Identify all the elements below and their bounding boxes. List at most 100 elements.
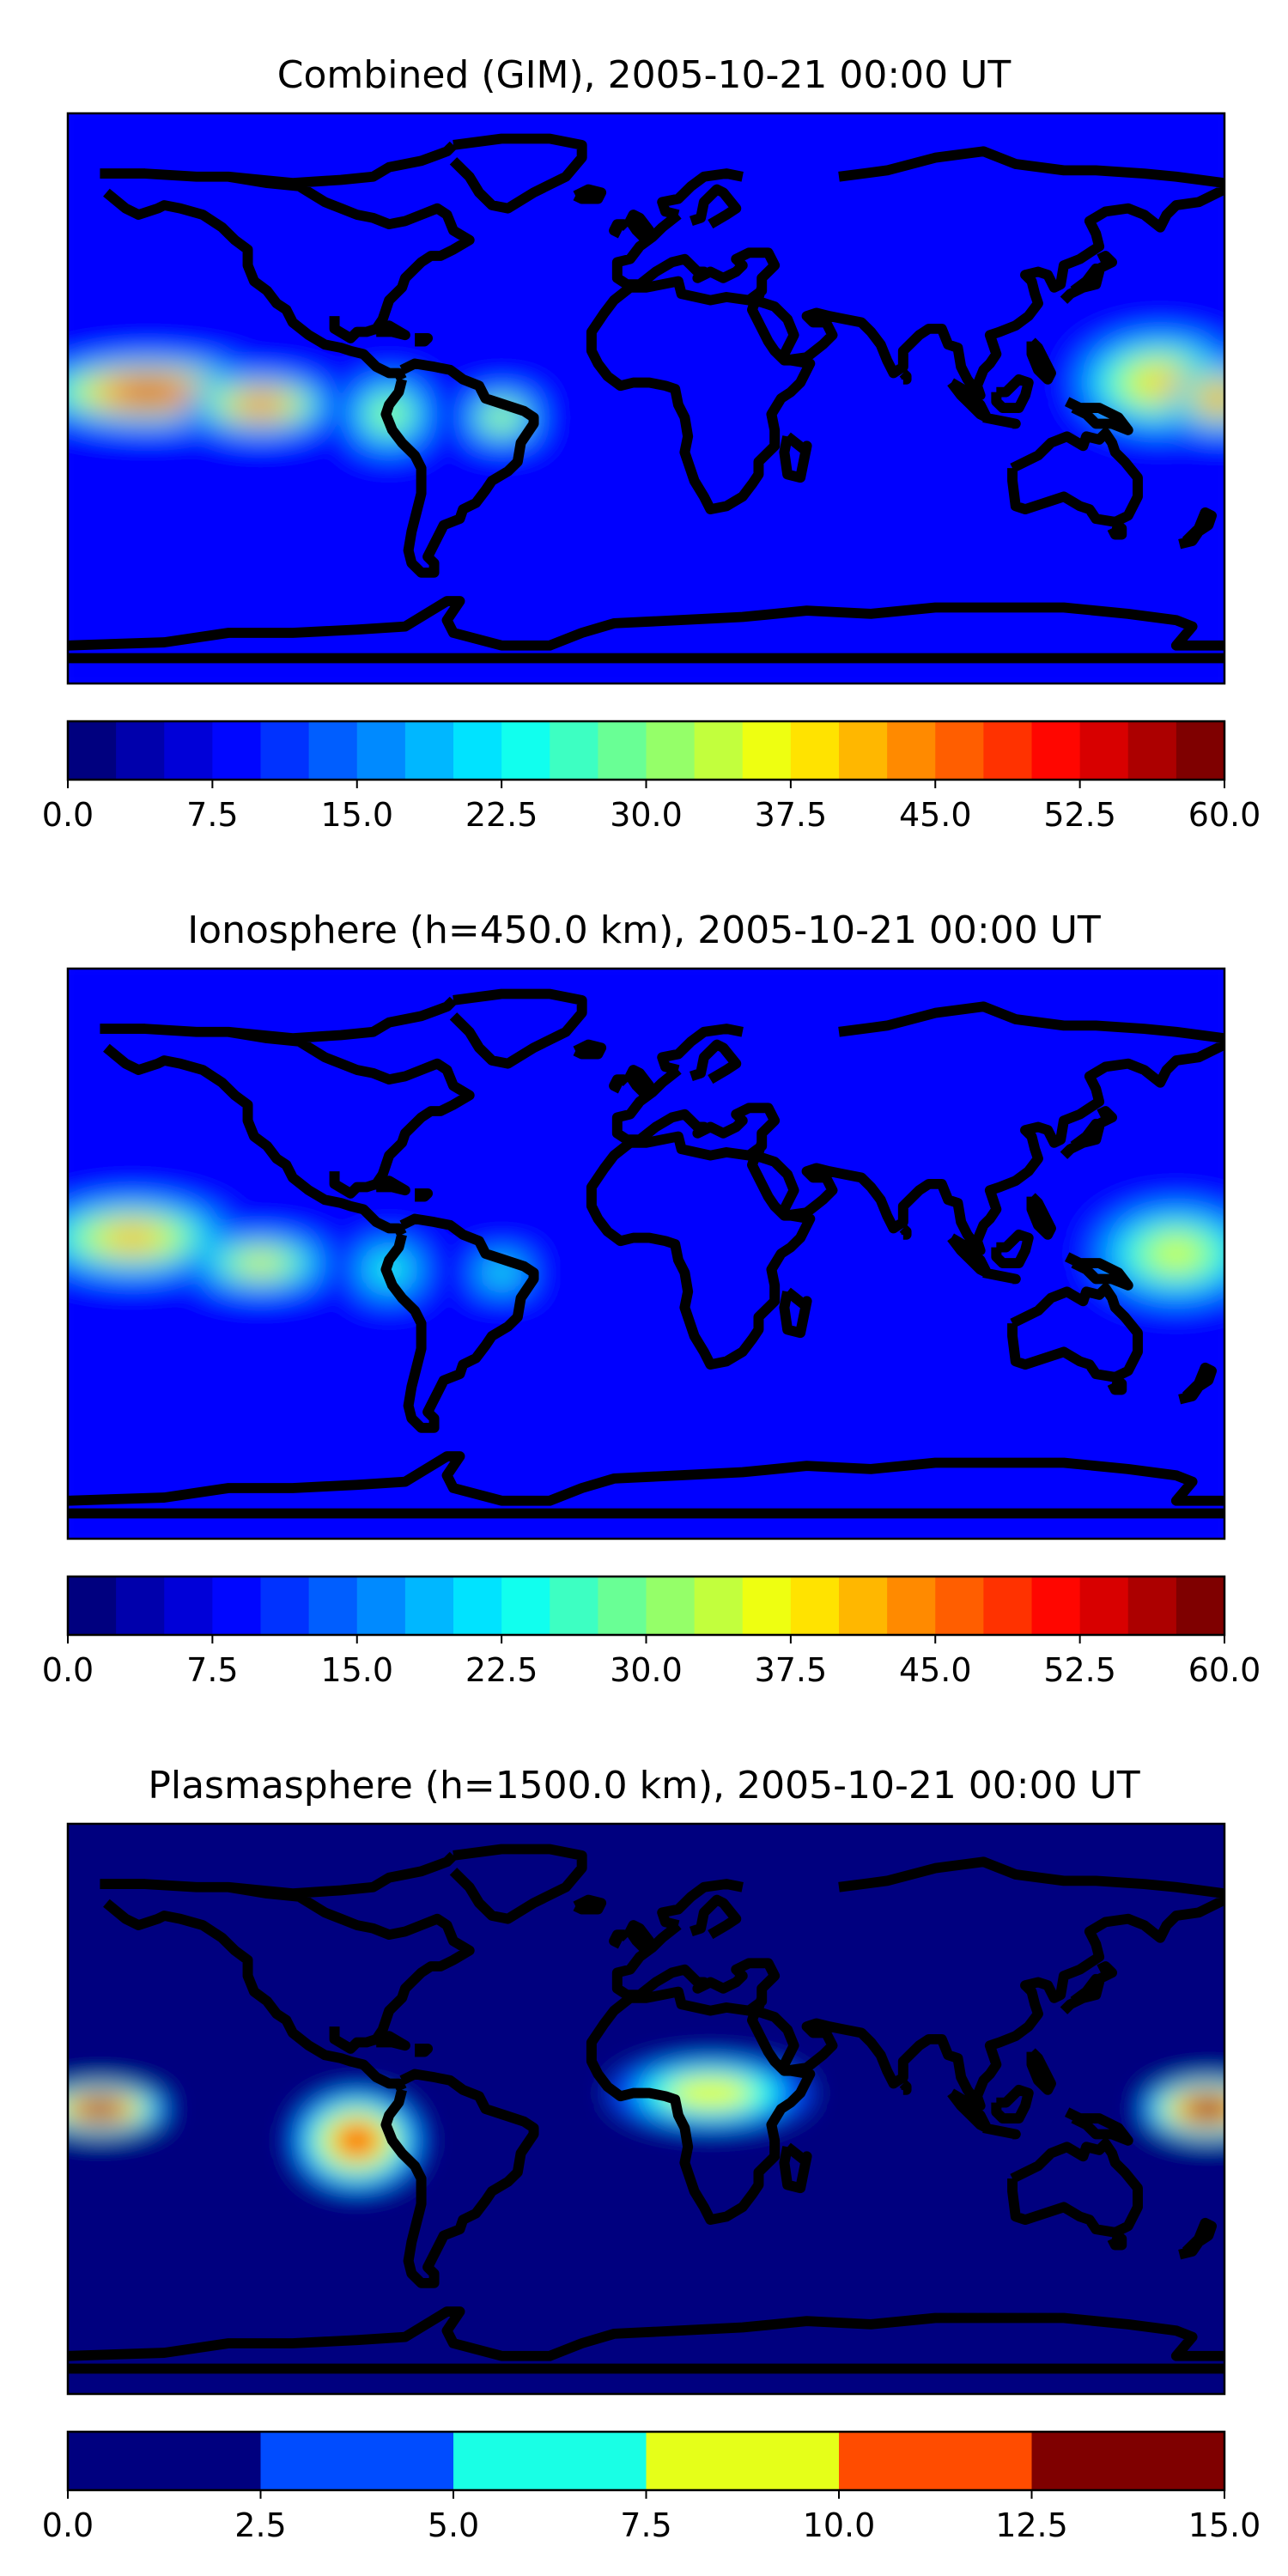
colorbar-swatch-ionosphere-18 xyxy=(935,1577,984,1635)
colorbar-tick-label-plasmasphere-0: 0.0 xyxy=(42,2506,94,2544)
colorbar-swatch-combined-11 xyxy=(598,721,647,780)
colorbar-tick-label-plasmasphere-5: 12.5 xyxy=(995,2506,1068,2544)
colorbar-ionosphere: 0.0 7.5 15.0 22.5 30.0 37.5 45.0 52.5 60.0 xyxy=(42,1575,1261,1689)
colorbar-swatch-plasmasphere-3 xyxy=(646,2432,840,2490)
map-frame-ionosphere xyxy=(66,967,1226,1540)
map-frame-plasmasphere xyxy=(66,1822,1226,2396)
colorbar-swatch-combined-21 xyxy=(1079,721,1129,780)
colorbar-swatch-ionosphere-14 xyxy=(742,1577,792,1635)
colorbar-swatch-plasmasphere-4 xyxy=(839,2432,1033,2490)
panel-combined: Combined (GIM), 2005-10-21 00:00 UT 0.0 7… xyxy=(42,53,1261,834)
colorbar-tick-label-ionosphere-6: 45.0 xyxy=(899,1651,972,1689)
colorbar-swatch-ionosphere-11 xyxy=(598,1577,647,1635)
colorbar-swatch-combined-2 xyxy=(164,721,213,780)
colorbar-tick-label-ionosphere-5: 37.5 xyxy=(755,1651,828,1689)
tec-contour-combined-1-20 xyxy=(248,399,273,410)
colorbar-tick-label-ionosphere-7: 52.5 xyxy=(1043,1651,1116,1689)
colorbar-tick-label-combined-4: 30.0 xyxy=(610,796,683,834)
colorbar-tick-label-plasmasphere-2: 5.0 xyxy=(428,2506,479,2544)
colorbar-swatch-ionosphere-9 xyxy=(501,1577,550,1635)
colorbar-swatch-combined-7 xyxy=(404,721,454,780)
colorbar-tick-label-combined-6: 45.0 xyxy=(899,796,972,834)
colorbar-swatch-combined-20 xyxy=(1031,721,1081,780)
colorbar-swatch-ionosphere-19 xyxy=(983,1577,1033,1635)
colorbar-swatch-combined-3 xyxy=(212,721,262,780)
panel-title-combined: Combined (GIM), 2005-10-21 00:00 UT xyxy=(277,53,1012,97)
colorbar-swatch-combined-17 xyxy=(887,721,936,780)
colorbar-swatch-ionosphere-15 xyxy=(790,1577,840,1635)
panel-title-ionosphere: Ionosphere (h=450.0 km), 2005-10-21 00:0… xyxy=(187,908,1101,952)
colorbar-swatch-combined-14 xyxy=(742,721,792,780)
tec-contour-plasmasphere-1-4 xyxy=(334,2123,380,2159)
colorbar-swatch-combined-0 xyxy=(68,721,117,780)
colorbar-combined: 0.0 7.5 15.0 22.5 30.0 37.5 45.0 52.5 60.0 xyxy=(42,720,1261,834)
colorbar-swatch-combined-19 xyxy=(983,721,1033,780)
tec-contour-ionosphere-3-10 xyxy=(493,1267,510,1279)
colorbar-swatch-combined-9 xyxy=(501,721,550,780)
colorbar-swatch-ionosphere-8 xyxy=(453,1577,502,1635)
colorbar-tick-label-combined-8: 60.0 xyxy=(1188,796,1261,834)
map-plasmasphere xyxy=(68,1824,1224,2394)
colorbar-swatch-plasmasphere-2 xyxy=(453,2432,647,2490)
colorbar-swatch-ionosphere-21 xyxy=(1079,1577,1129,1635)
tec-contour-ionosphere-1-15 xyxy=(246,1257,275,1269)
colorbar-swatch-ionosphere-1 xyxy=(116,1577,165,1635)
colorbar-swatch-combined-12 xyxy=(646,721,696,780)
colorbar-tick-label-ionosphere-1: 7.5 xyxy=(186,1651,238,1689)
tec-contour-combined-3-14 xyxy=(493,411,510,423)
colorbar-tick-label-plasmasphere-1: 2.5 xyxy=(234,2506,286,2544)
tec-field-ionosphere xyxy=(68,969,1224,1539)
tec-field-plasmasphere xyxy=(68,1824,1224,2394)
panel-plasmasphere: Plasmasphere (h=1500.0 km), 2005-10-21 0… xyxy=(42,1764,1261,2544)
colorbar-swatch-ionosphere-3 xyxy=(212,1577,262,1635)
colorbar-tick-label-plasmasphere-6: 15.0 xyxy=(1188,2506,1261,2544)
colorbar-swatch-ionosphere-6 xyxy=(356,1577,406,1635)
colorbar-swatch-combined-13 xyxy=(694,721,744,780)
colorbar-swatch-plasmasphere-5 xyxy=(1031,2432,1225,2490)
colorbar-swatch-combined-1 xyxy=(116,721,165,780)
colorbar-swatch-plasmasphere-1 xyxy=(260,2432,454,2490)
colorbar-swatch-ionosphere-16 xyxy=(839,1577,888,1635)
map-ionosphere xyxy=(68,969,1224,1539)
colorbar-swatch-plasmasphere-0 xyxy=(68,2432,262,2490)
colorbar-swatch-ionosphere-12 xyxy=(646,1577,696,1635)
tec-contour-combined-4-16 xyxy=(1144,373,1176,392)
colorbar-tick-label-ionosphere-8: 60.0 xyxy=(1188,1651,1261,1689)
tec-contour-plasmasphere-0-5 xyxy=(80,2100,120,2117)
map-frame-combined xyxy=(66,112,1226,685)
colorbar-tick-label-combined-2: 15.0 xyxy=(320,796,393,834)
colorbar-tick-label-ionosphere-0: 0.0 xyxy=(42,1651,94,1689)
colorbar-tick-label-combined-7: 52.5 xyxy=(1043,796,1116,834)
colorbar-swatch-ionosphere-7 xyxy=(404,1577,454,1635)
panel-ionosphere: Ionosphere (h=450.0 km), 2005-10-21 00:0… xyxy=(42,908,1261,1689)
colorbar-tick-label-combined-0: 0.0 xyxy=(42,796,94,834)
colorbar-swatch-combined-18 xyxy=(935,721,984,780)
colorbar-swatch-ionosphere-23 xyxy=(1176,1577,1225,1635)
tec-contour-ionosphere-4-14 xyxy=(1159,1243,1194,1264)
tec-contour-plasmasphere-2-5 xyxy=(1188,2099,1224,2119)
colorbar-tick-label-combined-1: 7.5 xyxy=(186,796,238,834)
colorbar-swatch-combined-23 xyxy=(1176,721,1225,780)
colorbar-swatch-ionosphere-10 xyxy=(550,1577,598,1635)
tec-contour-combined-0-22 xyxy=(129,386,167,398)
tec-contour-ionosphere-0-17 xyxy=(113,1230,150,1245)
colorbar-swatch-combined-4 xyxy=(260,721,310,780)
colorbar-swatch-ionosphere-13 xyxy=(694,1577,744,1635)
colorbar-swatch-ionosphere-2 xyxy=(164,1577,213,1635)
colorbar-swatch-ionosphere-0 xyxy=(68,1577,117,1635)
colorbar-tick-label-ionosphere-2: 15.0 xyxy=(320,1651,393,1689)
colorbar-tick-label-combined-3: 22.5 xyxy=(465,796,538,834)
colorbar-tick-label-plasmasphere-4: 10.0 xyxy=(803,2506,876,2544)
colorbar-swatch-combined-10 xyxy=(550,721,598,780)
colorbar-swatch-ionosphere-4 xyxy=(260,1577,310,1635)
colorbar-tick-label-ionosphere-4: 30.0 xyxy=(610,1651,683,1689)
colorbar-swatch-ionosphere-22 xyxy=(1127,1577,1177,1635)
colorbar-swatch-combined-22 xyxy=(1127,721,1177,780)
colorbar-swatch-combined-16 xyxy=(839,721,888,780)
tec-field-combined xyxy=(68,113,1224,683)
tec-contour-combined-5-20 xyxy=(1211,392,1224,404)
colorbar-swatch-combined-15 xyxy=(790,721,840,780)
colorbar-swatch-combined-5 xyxy=(308,721,358,780)
colorbar-tick-label-plasmasphere-3: 7.5 xyxy=(620,2506,671,2544)
